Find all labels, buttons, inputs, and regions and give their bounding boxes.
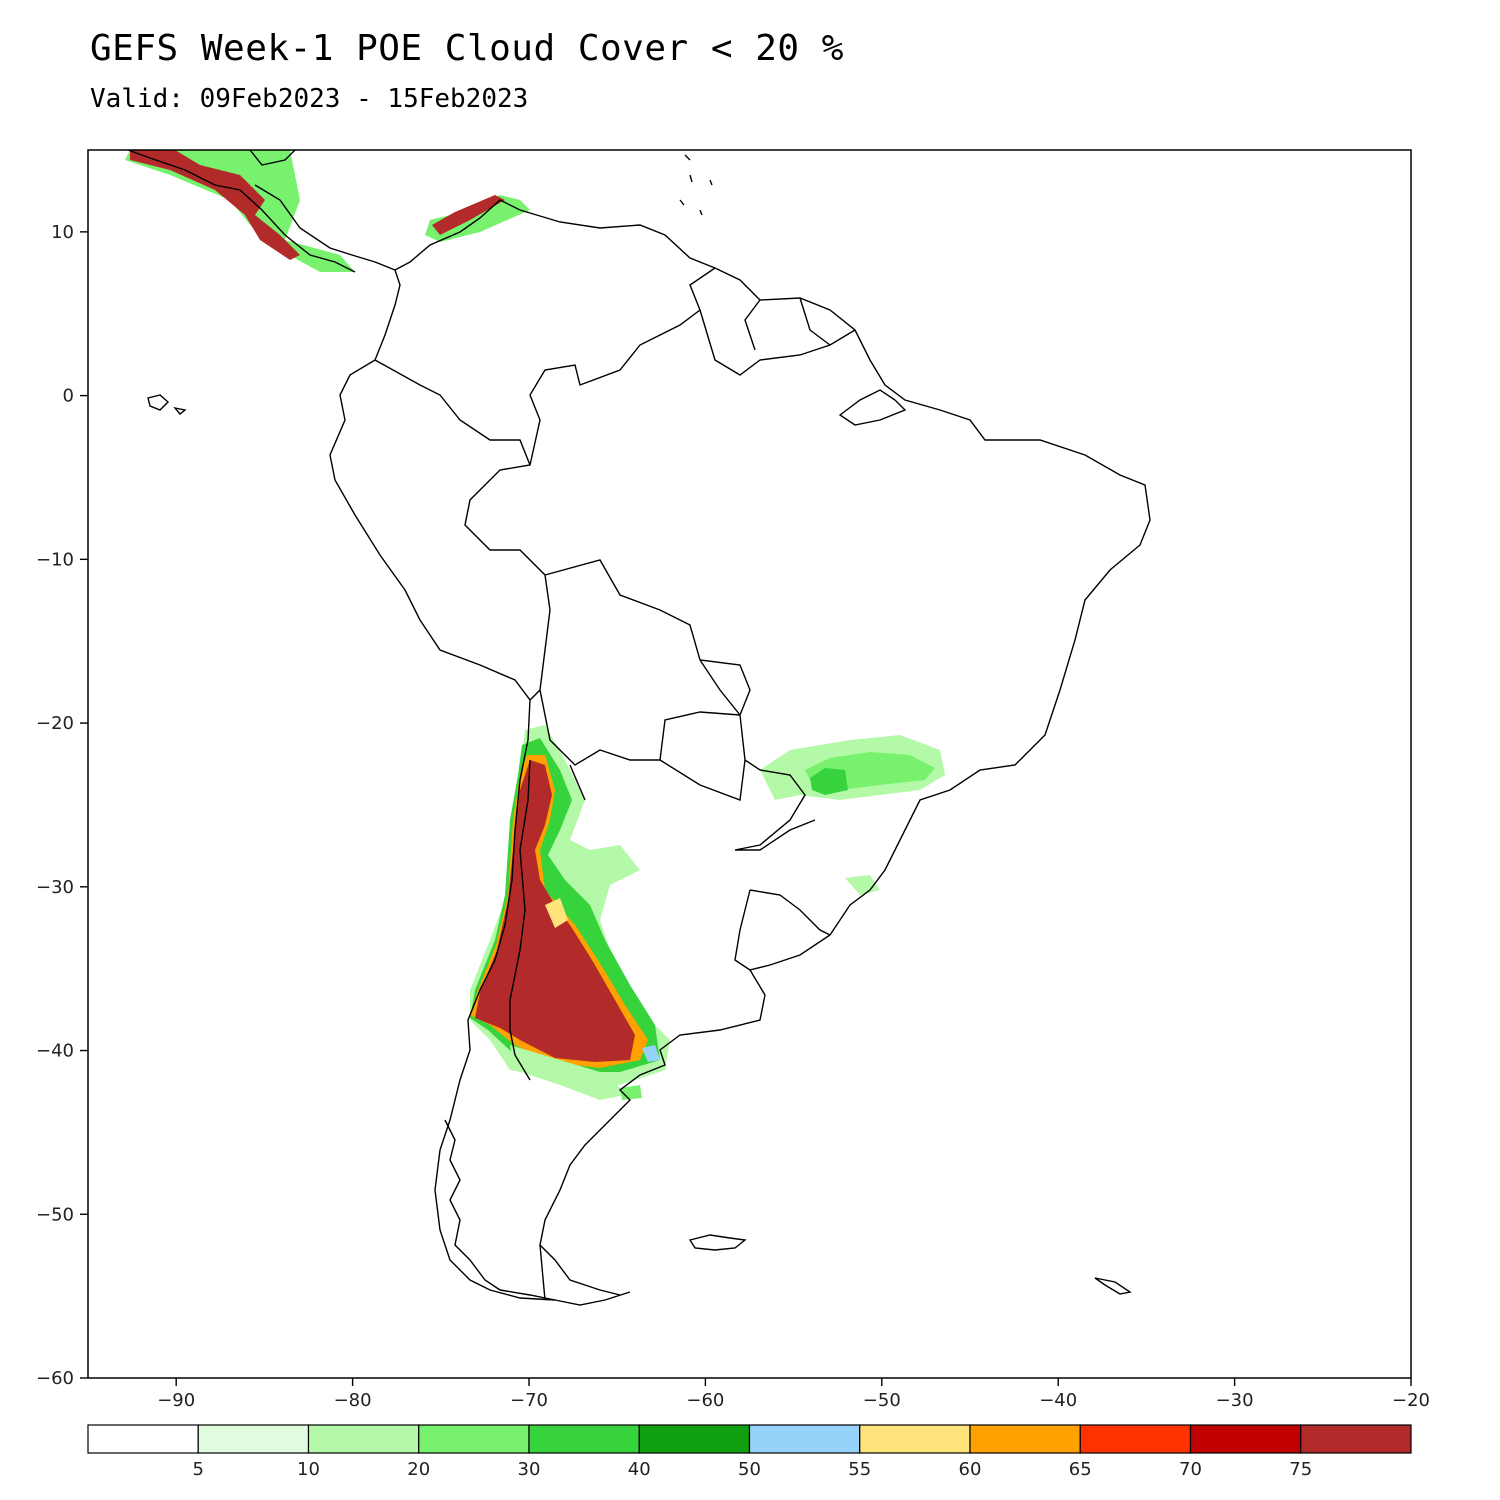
lon-tick-label: −80: [334, 1390, 372, 1411]
galapagos: [147, 394, 187, 415]
lon-tick-label: −70: [510, 1390, 548, 1411]
lon-tick-label: −90: [157, 1390, 195, 1411]
colorbar-swatch: [969, 1424, 1081, 1454]
south-america-coast: [329, 199, 1151, 1301]
shade-brazil-dark: [810, 768, 848, 795]
country-borders: [374, 267, 856, 1301]
latitude-axis: 10 0 −10 −20 −30 −40 −50 −60: [36, 222, 88, 1389]
colorbar-swatch: [748, 1424, 861, 1454]
shade-yellow-spot: [545, 898, 568, 928]
central-america-coast: [127, 150, 396, 273]
south-georgia: [1094, 1277, 1132, 1295]
colorbar-label: 65: [1069, 1459, 1092, 1480]
colorbar-label: 10: [297, 1459, 320, 1480]
colorbar-swatch: [87, 1424, 199, 1454]
longitude-axis: −90 −80 −70 −60 −50 −40 −30 −20: [157, 1378, 1430, 1411]
map-frame: [87, 149, 1412, 1379]
lat-tick-label: −40: [36, 1041, 74, 1062]
colorbar-swatch: [197, 1424, 310, 1454]
lat-tick-label: −30: [36, 877, 74, 898]
chiloe-fjords: [444, 1119, 501, 1291]
colorbar-label: 70: [1179, 1459, 1202, 1480]
marajo-island: [838, 389, 907, 426]
map-title: GEFS Week-1 POE Cloud Cover < 20 %: [90, 28, 844, 69]
colorbar-label: 55: [848, 1459, 871, 1480]
shade-central-america-green: [125, 150, 355, 272]
lat-tick-label: −10: [36, 549, 74, 570]
colorbar-label: 40: [628, 1459, 651, 1480]
shade-uruguay-light: [845, 875, 880, 895]
shade-caribbean-red: [432, 195, 505, 235]
probability-shading: [125, 150, 945, 1100]
colorbar-swatch: [307, 1424, 420, 1454]
tierra-del-fuego: [499, 1289, 631, 1306]
shade-caribbean-green: [425, 195, 530, 242]
colorbar-swatch: [418, 1424, 530, 1454]
lat-tick-label: 10: [51, 222, 74, 243]
caribbean-islands: [679, 154, 713, 216]
colorbar-label: 5: [193, 1459, 204, 1480]
lat-tick-label: −20: [36, 713, 74, 734]
lat-tick-label: 0: [63, 386, 74, 407]
coastlines: [127, 150, 1151, 1306]
colorbar-legend: 5 10 20 30 40 50 55 60 65 70 75: [87, 1424, 1412, 1480]
falkland-islands: [688, 1234, 747, 1251]
lat-tick-label: −60: [36, 1368, 74, 1389]
colorbar-swatch: [1189, 1424, 1302, 1454]
shade-patagonia-light: [510, 1045, 625, 1100]
lon-tick-label: −40: [1039, 1390, 1077, 1411]
colorbar-swatch: [859, 1424, 971, 1454]
colorbar-swatch: [1079, 1424, 1192, 1454]
shade-central-america-red: [130, 150, 300, 260]
lon-tick-label: −60: [686, 1390, 724, 1411]
colorbar-label: 30: [518, 1459, 541, 1480]
lon-tick-label: −50: [863, 1390, 901, 1411]
colorbar-swatch: [1300, 1424, 1412, 1454]
colorbar-label: 20: [407, 1459, 430, 1480]
lat-tick-label: −50: [36, 1204, 74, 1225]
lon-tick-label: −30: [1216, 1390, 1254, 1411]
colorbar-label: 50: [738, 1459, 761, 1480]
colorbar-swatch: [638, 1424, 751, 1454]
colorbar-label: 75: [1289, 1459, 1312, 1480]
shade-blue-spot: [642, 1045, 660, 1062]
map-subtitle: Valid: 09Feb2023 - 15Feb2023: [90, 84, 529, 114]
lon-tick-label: −20: [1392, 1390, 1430, 1411]
colorbar-swatch: [528, 1424, 640, 1454]
colorbar-label: 60: [959, 1459, 982, 1480]
